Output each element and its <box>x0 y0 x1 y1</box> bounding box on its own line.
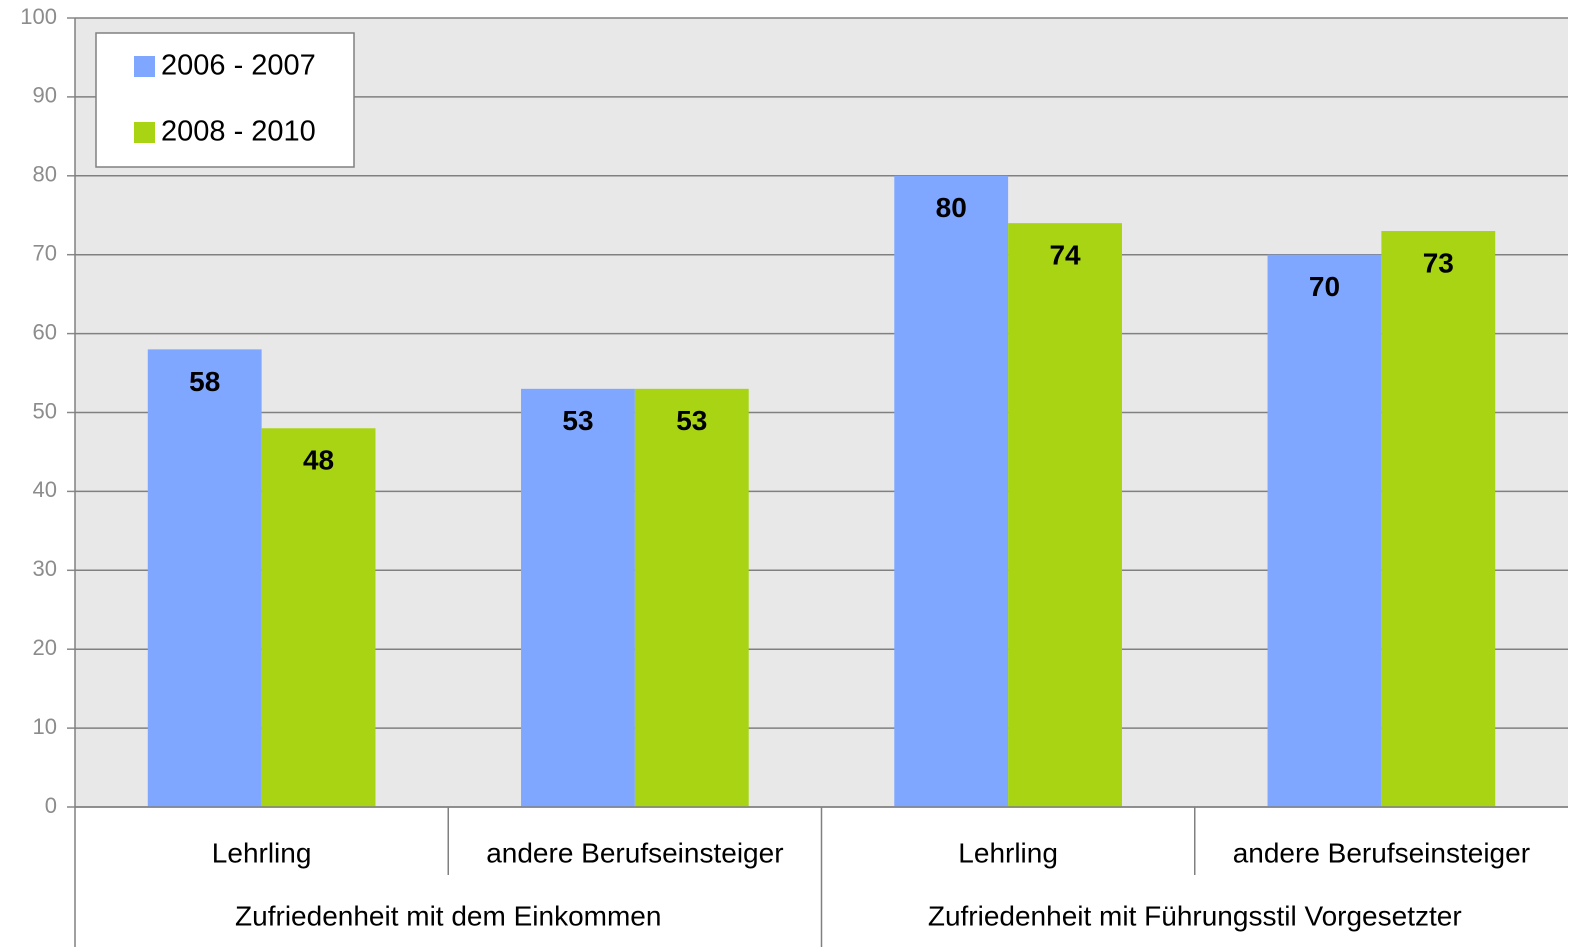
y-tick-label: 20 <box>33 635 57 660</box>
bar <box>1381 231 1496 807</box>
data-label: 53 <box>562 405 593 436</box>
data-label: 48 <box>303 445 334 476</box>
data-label: 53 <box>676 405 707 436</box>
y-tick-label: 10 <box>33 714 57 739</box>
y-tick-label: 30 <box>33 556 57 581</box>
bar <box>634 388 749 807</box>
legend-label: 2006 - 2007 <box>161 50 316 82</box>
legend-swatch <box>134 56 155 77</box>
group-label: Zufriedenheit mit Führungsstil Vorgesetz… <box>928 900 1462 931</box>
legend-box <box>95 32 355 168</box>
x-tick-label: Lehrling <box>958 837 1058 868</box>
data-label: 80 <box>936 192 967 223</box>
bar <box>147 349 262 807</box>
bar <box>1267 254 1382 807</box>
data-label: 70 <box>1309 271 1340 302</box>
y-tick-label: 40 <box>33 477 57 502</box>
y-tick-label: 50 <box>33 398 57 423</box>
x-tick-label: andere Berufseinsteiger <box>486 837 783 868</box>
data-label: 58 <box>189 366 220 397</box>
data-label: 74 <box>1049 240 1081 271</box>
legend-label: 2008 - 2010 <box>161 116 316 148</box>
bar <box>521 388 635 807</box>
group-label: Zufriedenheit mit dem Einkommen <box>235 900 661 931</box>
x-tick-label: Lehrling <box>212 837 312 868</box>
bar <box>261 428 376 807</box>
data-label: 73 <box>1423 247 1454 278</box>
y-tick-label: 60 <box>33 319 57 344</box>
bar <box>894 175 1009 808</box>
bar <box>1008 223 1122 807</box>
y-tick-label: 100 <box>20 4 57 29</box>
y-tick-label: 80 <box>33 162 57 187</box>
legend-swatch <box>134 122 155 143</box>
y-tick-label: 90 <box>33 83 57 108</box>
y-tick-label: 70 <box>33 241 57 266</box>
x-tick-label: andere Berufseinsteiger <box>1233 837 1530 868</box>
y-tick-label: 0 <box>45 793 57 818</box>
